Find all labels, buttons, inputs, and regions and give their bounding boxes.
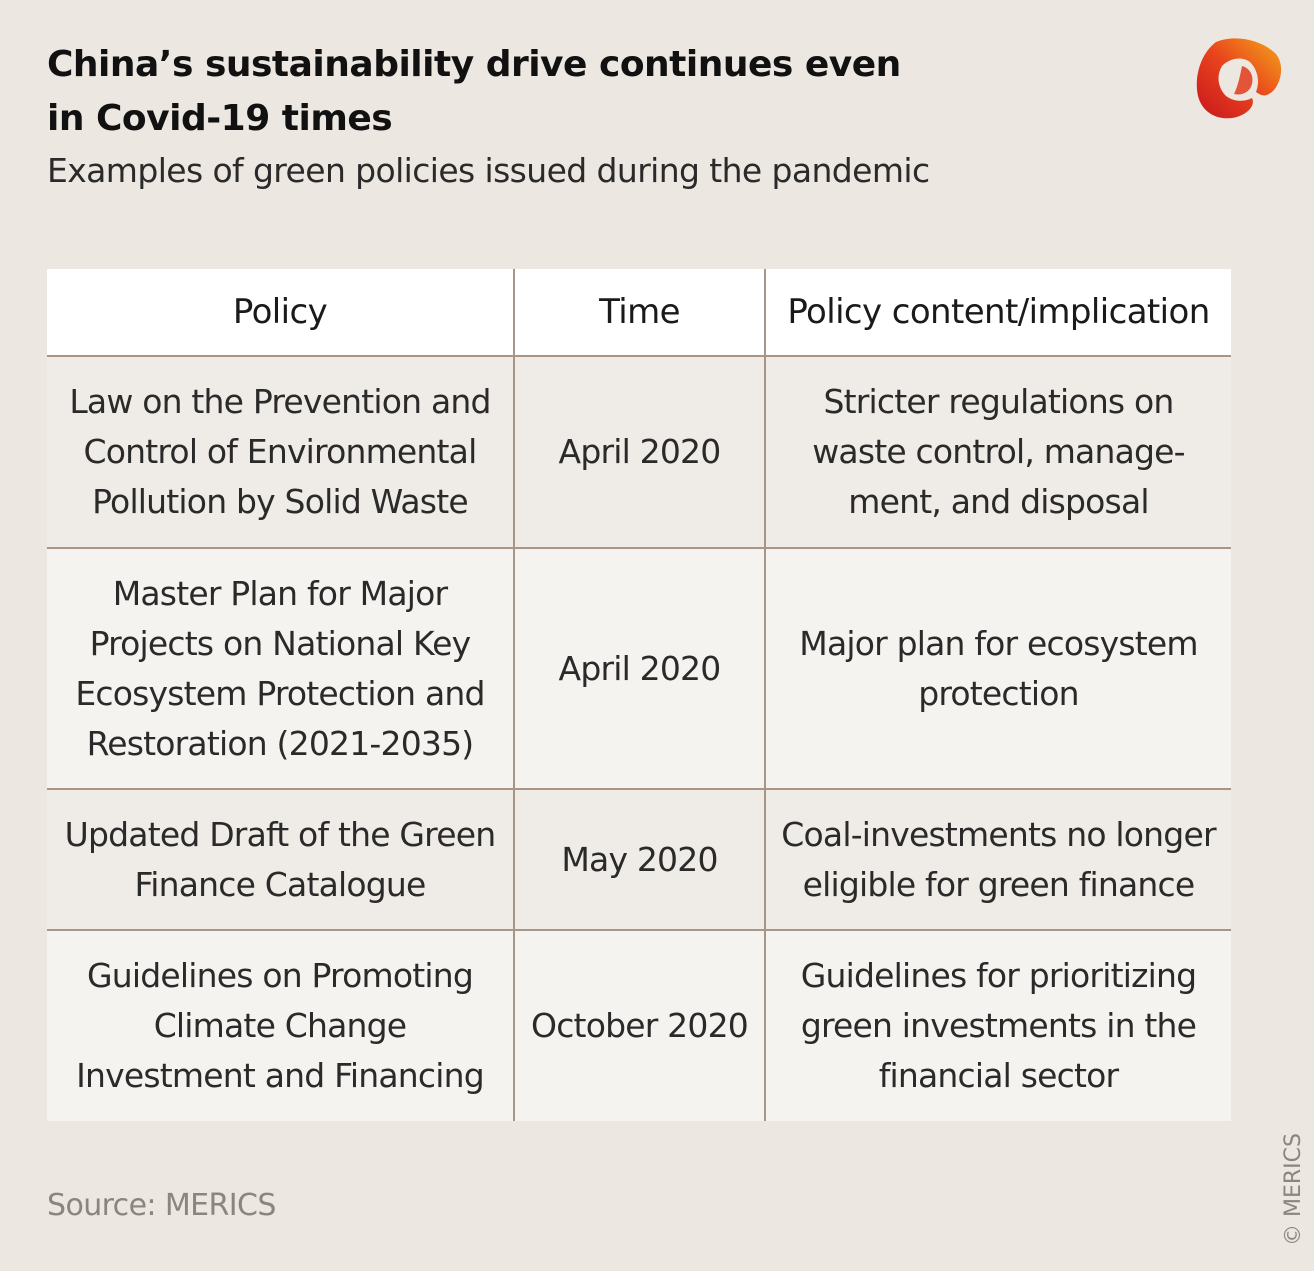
column-header-policy: Policy — [47, 269, 514, 357]
copyright-note: © MERICS — [1281, 1133, 1306, 1246]
table-row: Law on the Prevention and Control of Env… — [47, 356, 1231, 549]
policy-cell: Updated Draft of the Green Finance Catal… — [47, 789, 514, 931]
policy-table: Policy Time Policy content/implication L… — [47, 269, 1231, 1121]
content-cell: Guidelines for prioritizing green invest… — [764, 930, 1231, 1121]
table-header-row: Policy Time Policy content/implication — [47, 269, 1231, 357]
table-row: Master Plan for Major Projects on Nation… — [47, 548, 1231, 790]
time-cell: May 2020 — [513, 789, 765, 931]
policy-cell: Guidelines on Promoting Climate Change I… — [47, 930, 514, 1121]
content-cell: Coal-investments no longer eligible for … — [764, 789, 1231, 931]
column-header-content: Policy content/implication — [764, 269, 1231, 357]
time-cell: October 2020 — [513, 930, 765, 1121]
source-note: Source: MERICS — [47, 1188, 276, 1223]
column-header-time: Time — [513, 269, 765, 357]
table-row: Guidelines on Promoting Climate Change I… — [47, 930, 1231, 1121]
merics-logo-icon — [1196, 38, 1282, 119]
time-cell: April 2020 — [513, 356, 765, 549]
policy-cell: Master Plan for Major Projects on Nation… — [47, 548, 514, 790]
page-title: China’s sustainability drive continues e… — [47, 44, 901, 139]
content-cell: Stricter regulations on waste control, m… — [764, 356, 1231, 549]
page-subtitle: Examples of green policies issued during… — [47, 151, 930, 190]
content-cell: Major plan for ecosystem protection — [764, 548, 1231, 790]
policy-cell: Law on the Prevention and Control of Env… — [47, 356, 514, 549]
table-row: Updated Draft of the Green Finance Catal… — [47, 789, 1231, 931]
time-cell: April 2020 — [513, 548, 765, 790]
